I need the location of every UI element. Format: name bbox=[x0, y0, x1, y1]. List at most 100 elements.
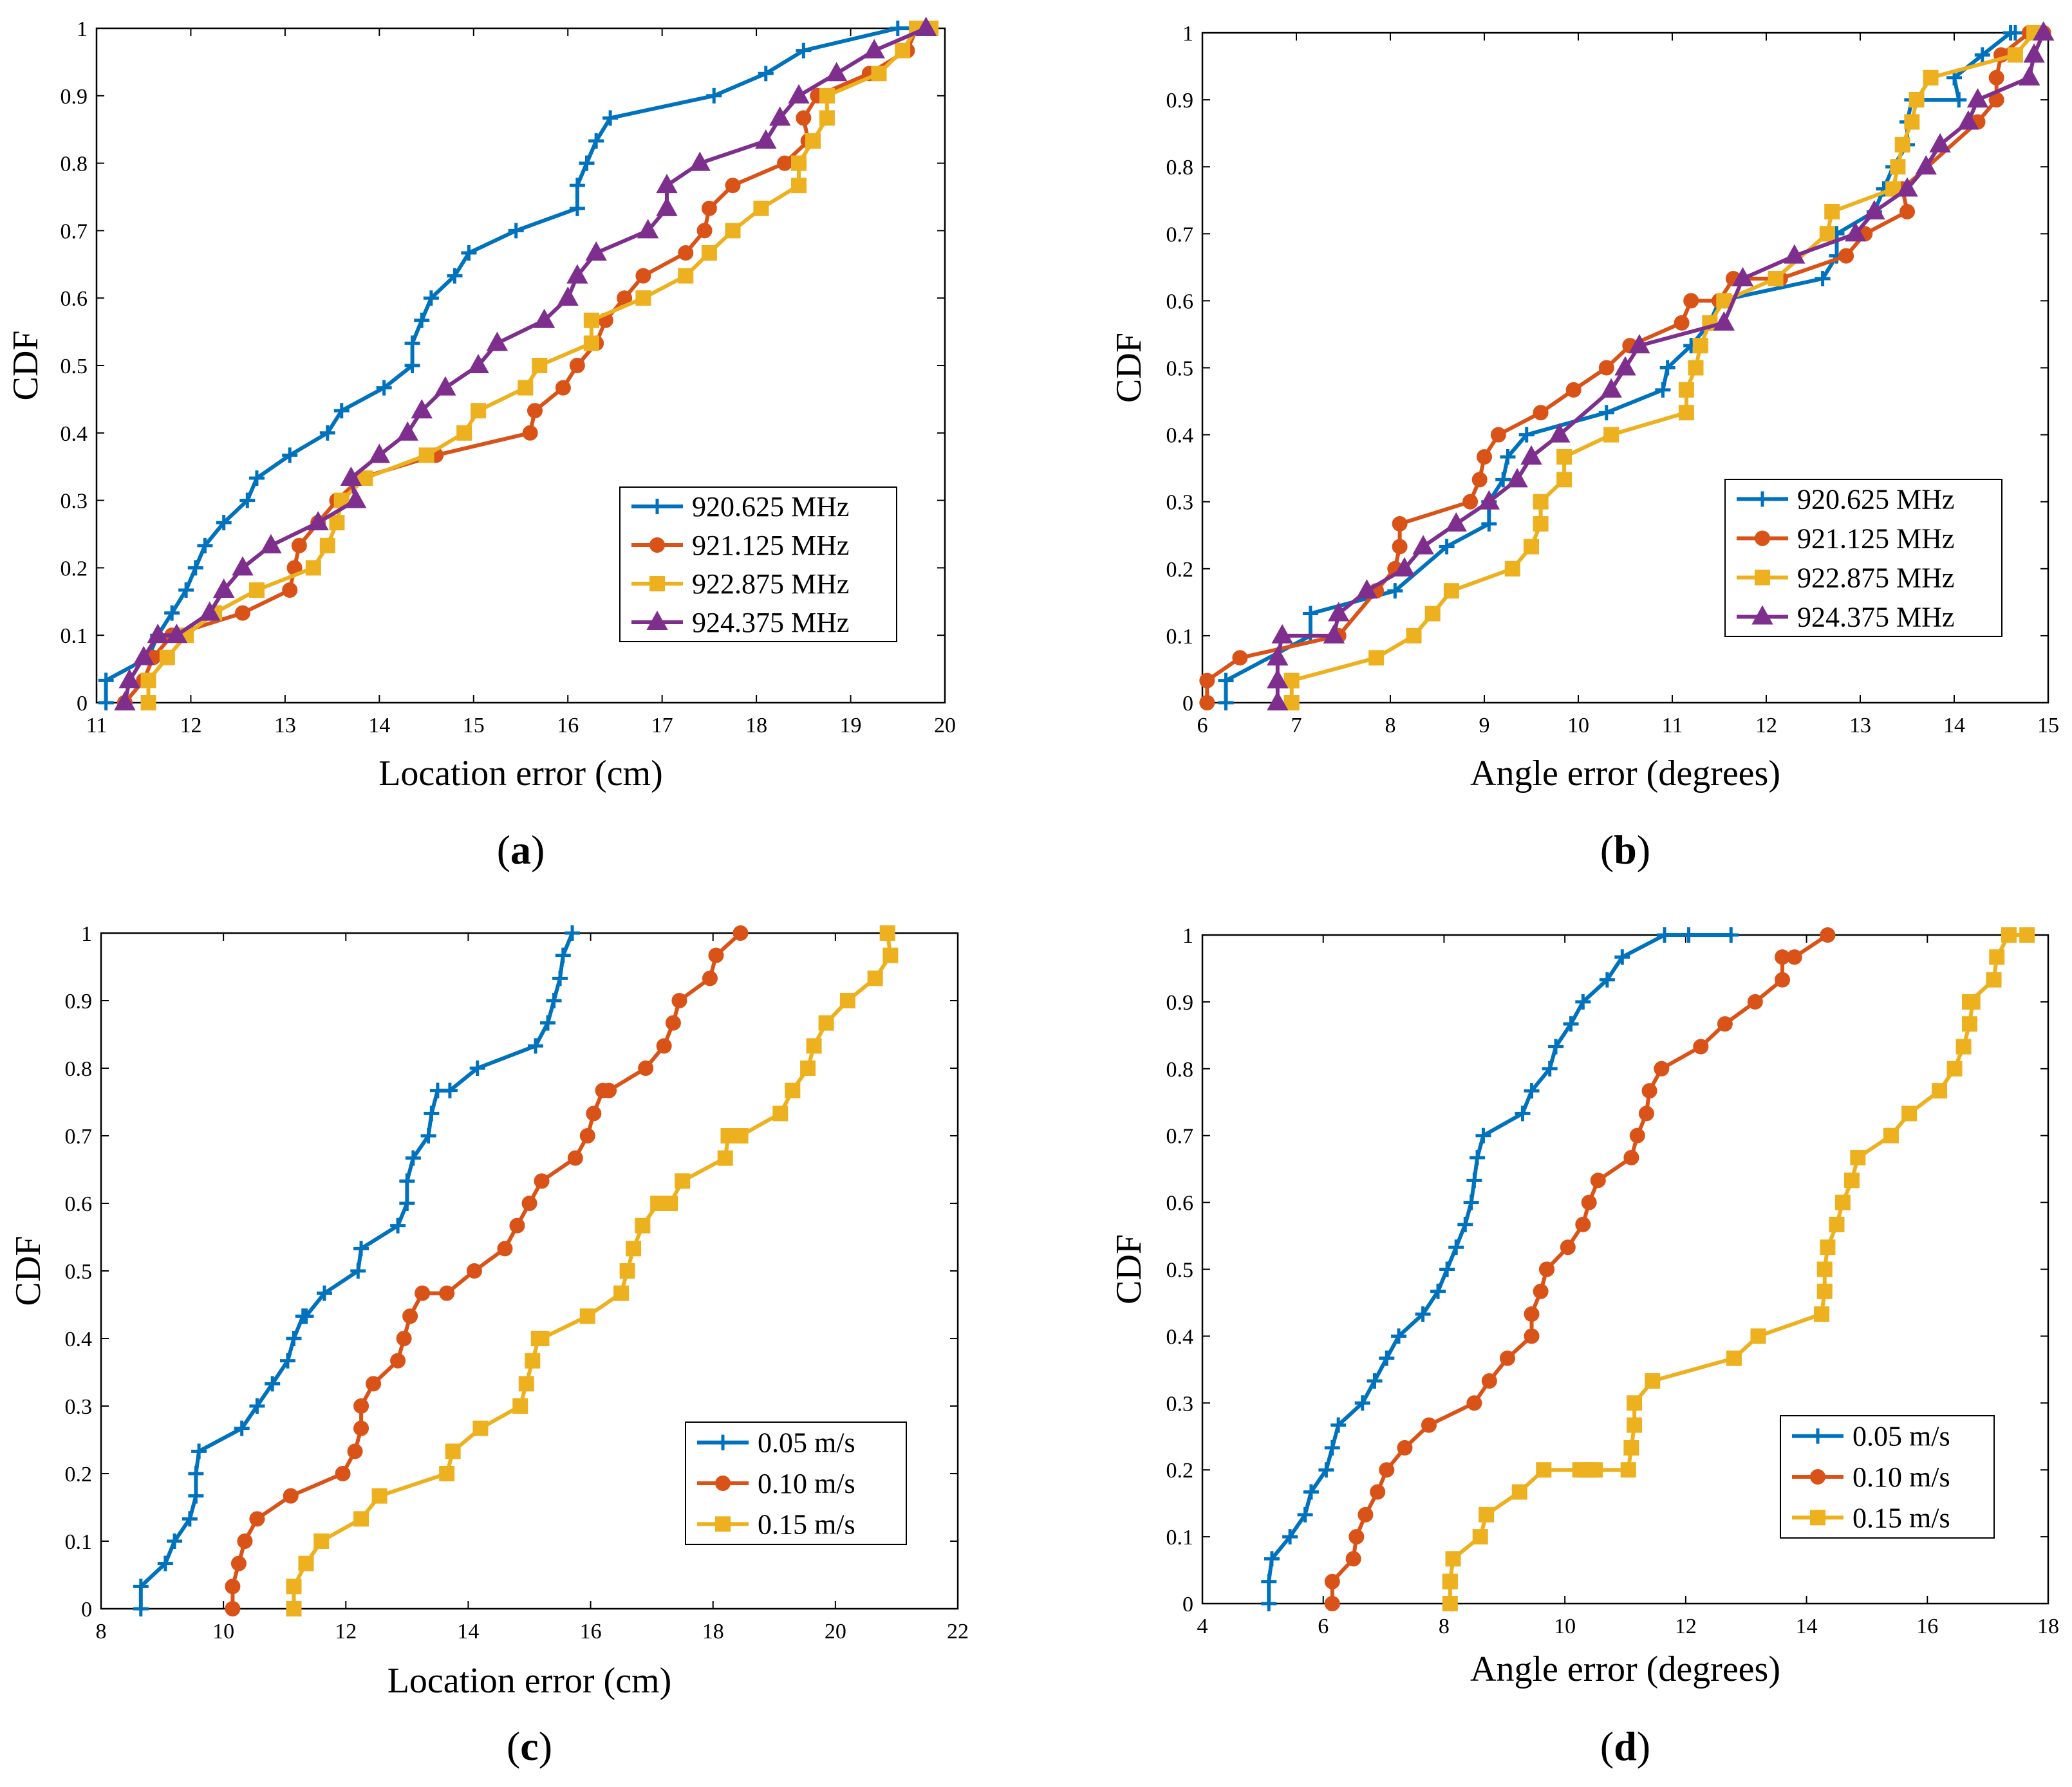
data-point bbox=[1479, 1506, 1495, 1523]
data-point bbox=[249, 1398, 265, 1414]
y-tick-label: 0.5 bbox=[1166, 1259, 1194, 1282]
data-point bbox=[871, 66, 887, 82]
data-point bbox=[286, 1601, 302, 1616]
data-point bbox=[423, 290, 439, 306]
data-point bbox=[249, 1511, 265, 1527]
data-point bbox=[1932, 1083, 1948, 1099]
data-point bbox=[317, 1285, 333, 1301]
data-point bbox=[353, 1420, 369, 1436]
data-point bbox=[286, 1331, 302, 1346]
data-point bbox=[1814, 1306, 1830, 1322]
data-point bbox=[635, 290, 651, 306]
legend-entry: 921.125 MHz bbox=[692, 530, 849, 561]
y-axis-label: CDF bbox=[8, 1236, 48, 1306]
data-point bbox=[1678, 382, 1694, 398]
data-point bbox=[390, 1353, 406, 1369]
data-point bbox=[1623, 1149, 1639, 1165]
data-point bbox=[1470, 1149, 1486, 1165]
y-tick-label: 0.9 bbox=[1166, 89, 1194, 113]
data-point bbox=[1563, 1016, 1579, 1032]
legend-entry: 0.10 m/s bbox=[758, 1468, 855, 1499]
data-point bbox=[665, 1015, 681, 1031]
data-point bbox=[1466, 1172, 1482, 1189]
data-point bbox=[225, 1601, 241, 1616]
data-point bbox=[1657, 927, 1673, 943]
data-point bbox=[1394, 557, 1415, 577]
data-point bbox=[1885, 181, 1901, 197]
data-point bbox=[1915, 155, 1937, 175]
x-tick-label: 20 bbox=[934, 714, 956, 737]
x-tick-label: 11 bbox=[1662, 714, 1683, 737]
data-point bbox=[1442, 1573, 1458, 1589]
x-tick-label: 18 bbox=[702, 1620, 724, 1643]
data-point bbox=[1623, 1440, 1639, 1456]
data-point bbox=[404, 335, 420, 351]
y-tick-label: 0.1 bbox=[1166, 625, 1194, 649]
data-point bbox=[140, 695, 156, 710]
data-point bbox=[583, 312, 599, 328]
data-point bbox=[1688, 360, 1704, 376]
data-point bbox=[1896, 177, 1918, 197]
data-point bbox=[167, 1533, 183, 1549]
data-point bbox=[635, 1218, 651, 1234]
data-point bbox=[1629, 1127, 1645, 1143]
data-point bbox=[800, 1060, 816, 1076]
data-point bbox=[1598, 360, 1614, 376]
x-tick-label: 16 bbox=[580, 1620, 602, 1643]
data-point bbox=[1415, 1306, 1431, 1322]
x-tick-label: 7 bbox=[1291, 714, 1302, 737]
data-point bbox=[753, 200, 769, 216]
data-point bbox=[1556, 449, 1573, 465]
data-point bbox=[1768, 271, 1784, 287]
data-point bbox=[1731, 266, 1754, 287]
data-point bbox=[1556, 472, 1573, 488]
data-point bbox=[390, 1218, 406, 1234]
x-axis-label: Angle error (degrees) bbox=[1470, 1649, 1780, 1689]
legend-entry: 920.625 MHz bbox=[692, 491, 849, 523]
data-point bbox=[1261, 1573, 1277, 1589]
legend-marker bbox=[715, 1516, 731, 1532]
data-point bbox=[239, 492, 256, 508]
data-point bbox=[1986, 972, 2002, 988]
data-point bbox=[521, 1196, 537, 1211]
data-point bbox=[1495, 472, 1511, 488]
data-point bbox=[567, 1150, 583, 1166]
x-tick-label: 6 bbox=[1318, 1615, 1329, 1638]
x-tick-label: 10 bbox=[1554, 1615, 1576, 1638]
legend-entry: 924.375 MHz bbox=[1797, 602, 1954, 633]
data-point bbox=[1328, 602, 1350, 622]
data-point bbox=[439, 1466, 455, 1481]
data-point bbox=[1267, 669, 1289, 689]
data-point bbox=[579, 1308, 595, 1324]
y-tick-label: 0.4 bbox=[1166, 1325, 1194, 1349]
data-point bbox=[819, 88, 835, 104]
data-point bbox=[1533, 516, 1549, 532]
x-tick-label: 14 bbox=[1796, 1615, 1818, 1638]
legend-entry: 922.875 MHz bbox=[692, 568, 849, 600]
data-point bbox=[791, 155, 807, 171]
x-tick-label: 8 bbox=[1439, 1615, 1450, 1638]
data-point bbox=[586, 1106, 602, 1122]
y-tick-label: 0 bbox=[81, 1598, 92, 1622]
data-point bbox=[791, 178, 807, 194]
data-point bbox=[725, 223, 741, 239]
data-point bbox=[1349, 1529, 1365, 1545]
legend: 0.05 m/s 0.10 m/s 0.15 m/s bbox=[685, 1421, 907, 1545]
y-tick-label: 1 bbox=[1182, 22, 1193, 46]
x-tick-label: 15 bbox=[463, 714, 485, 737]
data-point bbox=[671, 993, 687, 1008]
y-tick-label: 0.5 bbox=[61, 355, 88, 378]
data-point bbox=[533, 308, 555, 328]
data-point bbox=[1542, 1060, 1558, 1077]
data-point bbox=[1524, 1083, 1540, 1099]
legend-marker bbox=[649, 537, 665, 553]
data-point bbox=[1356, 579, 1378, 599]
panel-label: (d) bbox=[1600, 1723, 1650, 1769]
data-point bbox=[1406, 627, 1422, 644]
data-point bbox=[98, 695, 114, 710]
data-point bbox=[1575, 994, 1591, 1010]
data-point bbox=[1641, 1083, 1657, 1099]
data-point bbox=[1379, 1462, 1395, 1478]
y-tick-label: 0.1 bbox=[65, 1530, 93, 1554]
data-point bbox=[1820, 927, 1836, 943]
